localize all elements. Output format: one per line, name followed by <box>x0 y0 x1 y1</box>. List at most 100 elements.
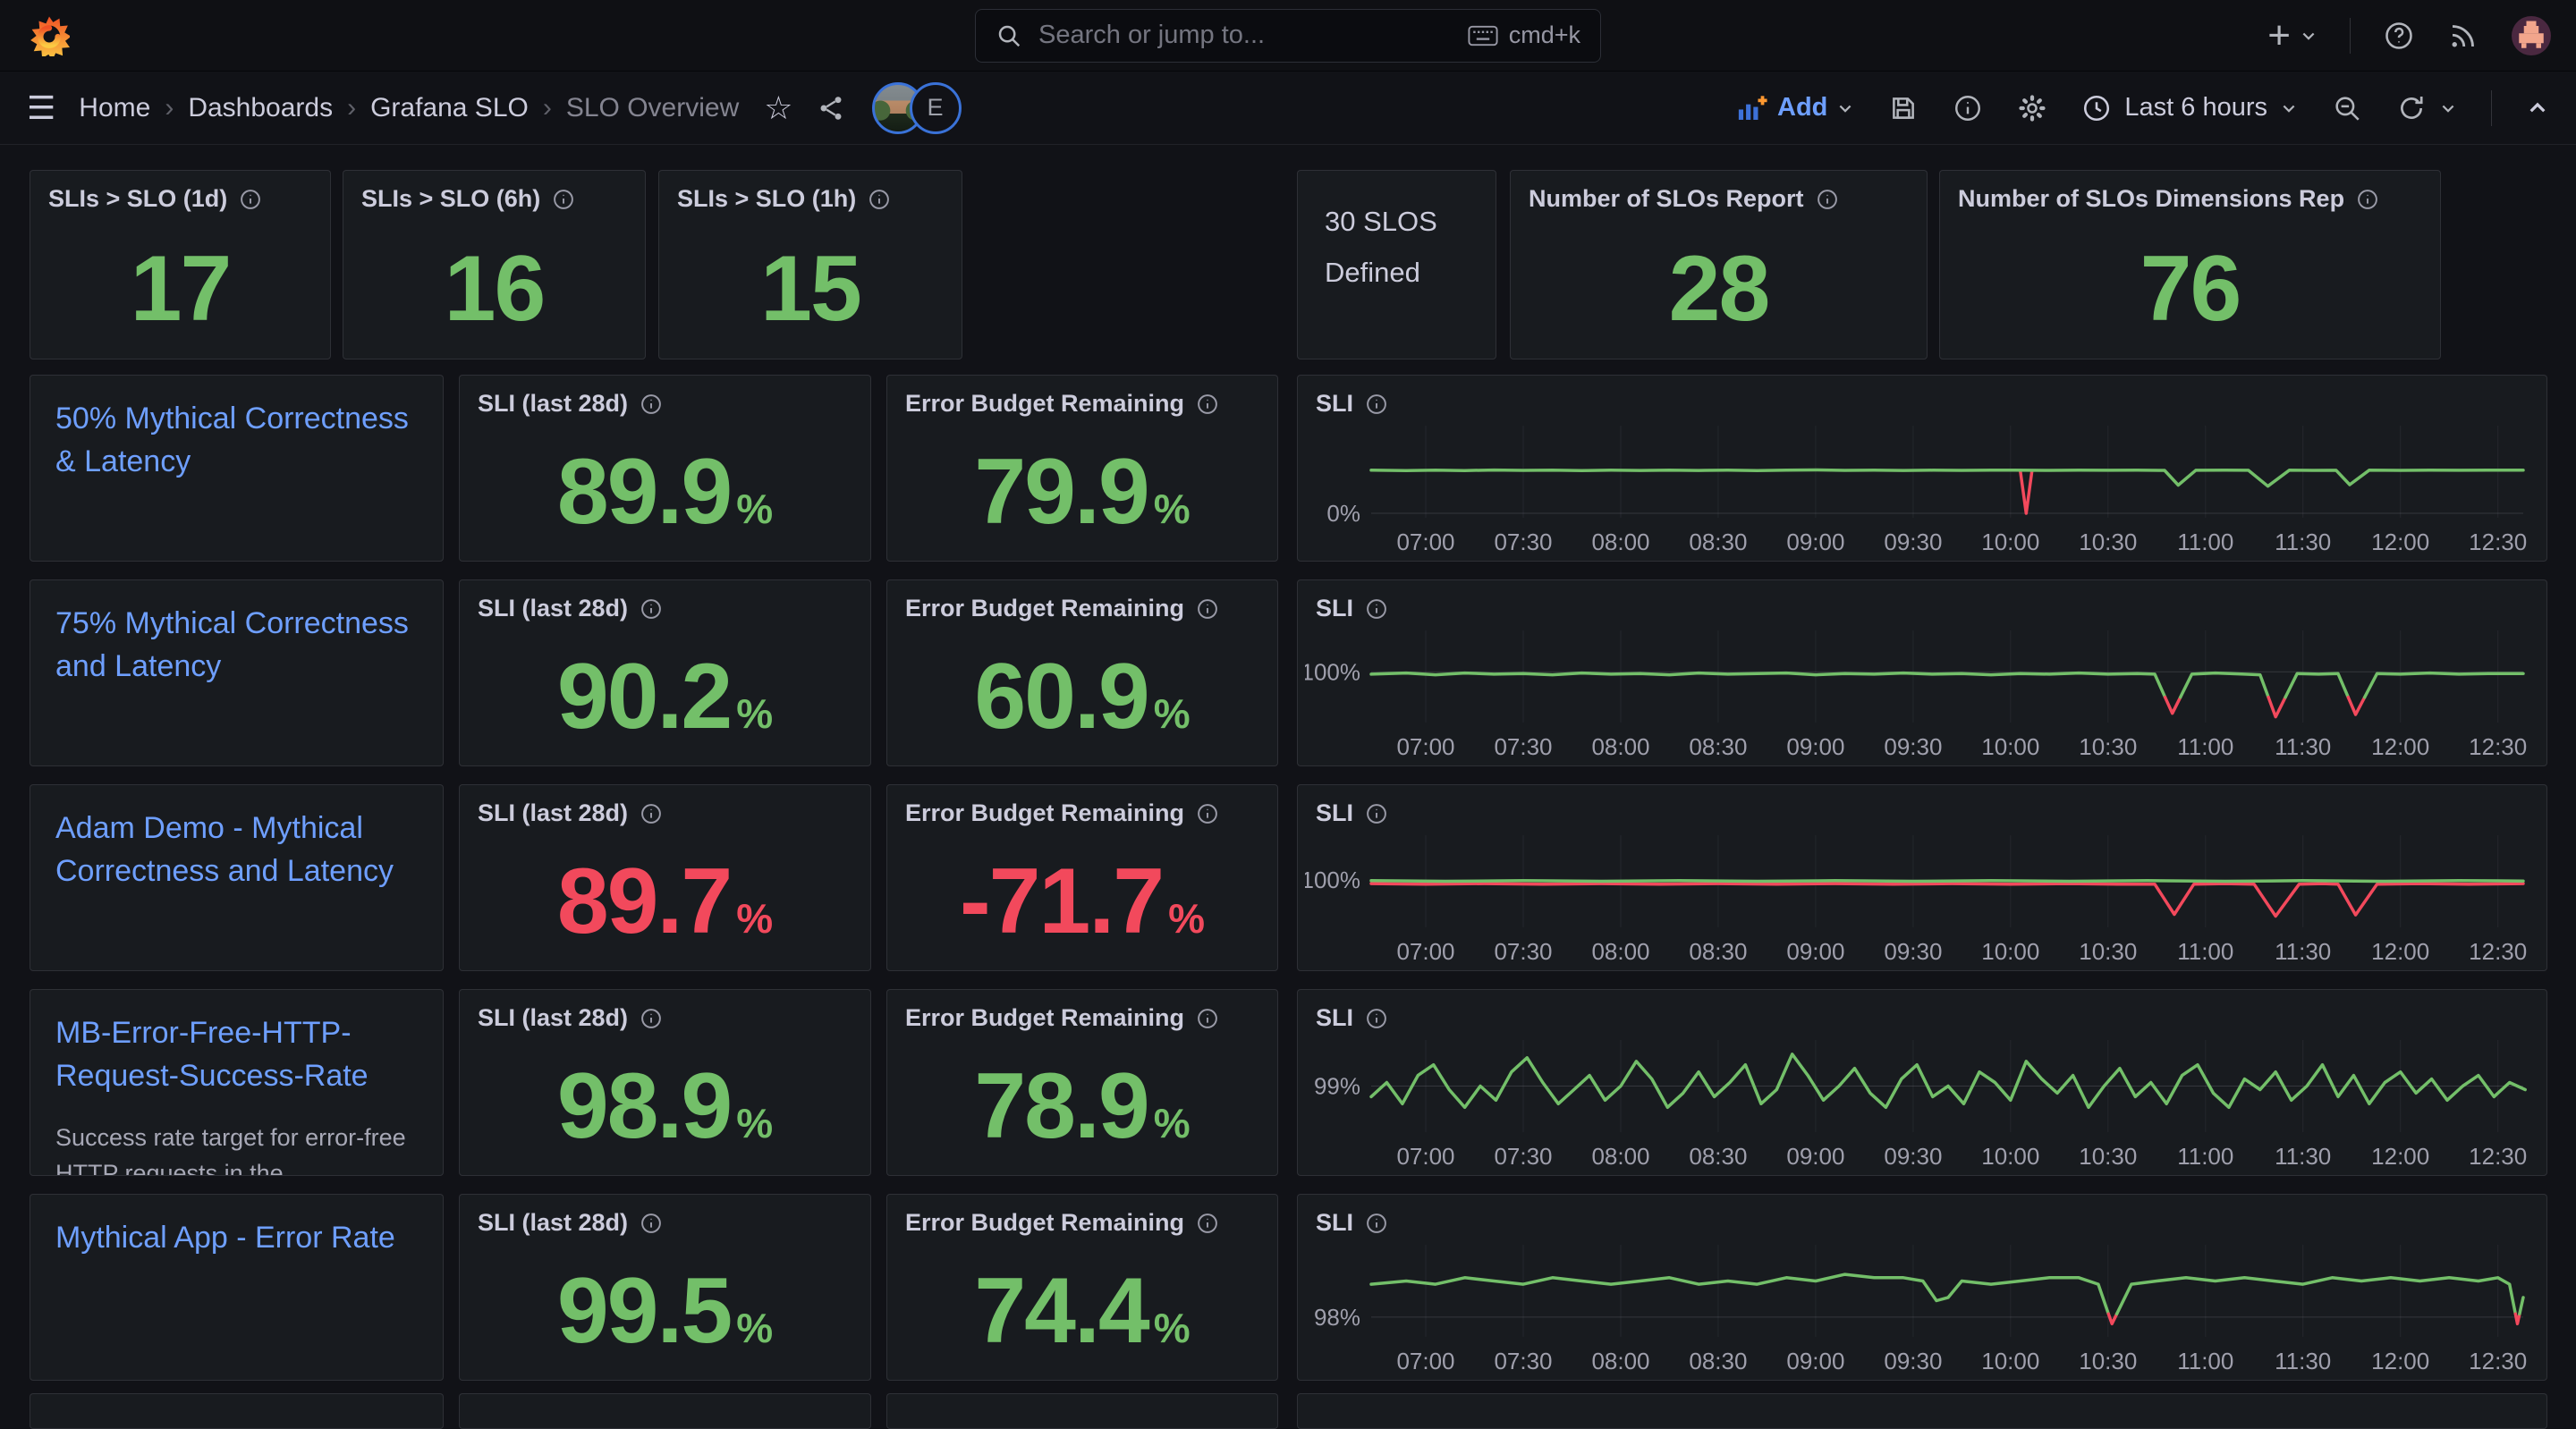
info-icon[interactable] <box>640 598 662 620</box>
sli-chart-panel: SLI 07:00 07:30 08:00 08:30 09:00 09:30 10:00 1… <box>1297 1194 2547 1381</box>
svg-text:12:00: 12:00 <box>2371 938 2429 965</box>
sli-last-28d-panel: SLI (last 28d) 99.5% <box>459 1194 871 1381</box>
svg-text:10:00: 10:00 <box>1981 733 2039 760</box>
slo-dashboard-link[interactable]: Mythical App - Error Rate <box>55 1221 395 1255</box>
info-icon[interactable] <box>640 393 662 415</box>
slo-row: 50% Mythical Correctness & Latency SLI (… <box>30 375 2547 562</box>
stat-value: 17 <box>130 236 233 341</box>
stat-panel: Number of SLOs Report 28 <box>1510 170 1928 359</box>
svg-text:12:00: 12:00 <box>2371 528 2429 555</box>
info-icon[interactable] <box>1197 598 1218 620</box>
panel-title: Error Budget Remaining <box>905 1209 1185 1236</box>
info-icon[interactable] <box>553 189 574 210</box>
svg-text:08:00: 08:00 <box>1591 1348 1649 1374</box>
panel-title: SLIs > SLO (6h) <box>361 185 541 212</box>
info-icon[interactable] <box>1197 1008 1218 1029</box>
svg-text:10:30: 10:30 <box>2079 1143 2137 1170</box>
info-icon[interactable] <box>1197 393 1218 415</box>
svg-text:07:30: 07:30 <box>1494 1348 1552 1374</box>
breadcrumb-item[interactable]: Grafana SLO <box>370 92 529 123</box>
timeseries-svg: 07:00 07:30 08:00 08:30 09:00 09:30 10:00 10:30… <box>1305 630 2527 760</box>
add-panel-button[interactable]: Add <box>1736 92 1854 124</box>
error-budget-panel: Error Budget Remaining 78.9% <box>886 989 1278 1176</box>
panel-title: SLI <box>1316 1209 1354 1236</box>
slo-row: 75% Mythical Correctness and Latency SLI… <box>30 579 2547 766</box>
viewer-avatar-badge[interactable]: E <box>909 81 962 134</box>
panel-title: Number of SLOs Report <box>1529 185 1804 212</box>
breadcrumb-item[interactable]: SLO Overview <box>565 92 740 123</box>
percent-unit: % <box>1153 1100 1191 1146</box>
search-input[interactable]: Search or jump to... cmd+k <box>975 8 1601 63</box>
clock-icon <box>2084 95 2110 121</box>
favorite-star-icon[interactable]: ☆ <box>764 89 793 126</box>
sli-timeseries-chart[interactable]: 07:00 07:30 08:00 08:30 09:00 09:30 10:00 10:30… <box>1305 824 2539 965</box>
sli-chart-panel: SLI 07:00 07:30 08:00 08:30 09:00 09:30 10:00 1… <box>1297 989 2547 1176</box>
info-icon[interactable] <box>1817 189 1838 210</box>
text-panel-content: 30 SLOS Defined <box>1325 206 1437 289</box>
svg-text:08:30: 08:30 <box>1689 1143 1747 1170</box>
info-icon[interactable] <box>1366 803 1387 824</box>
svg-text:09:00: 09:00 <box>1786 1348 1844 1374</box>
info-icon[interactable] <box>869 189 890 210</box>
panel-title: SLI (last 28d) <box>478 595 629 621</box>
info-icon[interactable] <box>240 189 261 210</box>
svg-text:12:30: 12:30 <box>2469 528 2527 555</box>
refresh-button[interactable] <box>2396 93 2457 123</box>
news-rss-button[interactable] <box>2447 20 2479 52</box>
pixel-robot-icon <box>2519 21 2544 48</box>
breadcrumb-item[interactable]: Dashboards <box>188 92 334 123</box>
grafana-logo[interactable] <box>29 15 70 56</box>
stat-value: 15 <box>760 236 862 341</box>
sli-timeseries-chart[interactable]: 07:00 07:30 08:00 08:30 09:00 09:30 10:00 10:30… <box>1305 1234 2539 1374</box>
svg-text:09:30: 09:30 <box>1884 938 1942 965</box>
info-icon[interactable] <box>1366 1008 1387 1029</box>
info-icon[interactable] <box>640 1008 662 1029</box>
help-button[interactable] <box>2383 20 2415 52</box>
menu-hamburger-icon[interactable]: ☰ <box>27 89 56 126</box>
error-budget-value: 60.9 <box>974 645 1149 748</box>
search-icon <box>996 22 1022 49</box>
info-icon[interactable] <box>1197 803 1218 824</box>
time-range-picker[interactable]: Last 6 hours <box>2081 93 2298 123</box>
slo-dashboard-link[interactable]: MB-Error-Free-HTTP-Request-Success-Rate <box>55 1016 369 1094</box>
info-icon[interactable] <box>1366 598 1387 620</box>
svg-text:07:30: 07:30 <box>1494 528 1552 555</box>
info-icon[interactable] <box>640 803 662 824</box>
search-shortcut: cmd+k <box>1468 21 1580 49</box>
svg-text:12:00: 12:00 <box>2371 733 2429 760</box>
sli-value: 89.9 <box>556 440 733 544</box>
svg-text:11:30: 11:30 <box>2275 733 2331 760</box>
slo-dashboard-link[interactable]: 50% Mythical Correctness & Latency <box>55 402 409 479</box>
sli-timeseries-chart[interactable]: 07:00 07:30 08:00 08:30 09:00 09:30 10:00 10:30… <box>1305 1029 2539 1170</box>
slo-dashboard-link[interactable]: 75% Mythical Correctness and Latency <box>55 606 409 684</box>
info-icon[interactable] <box>2357 189 2378 210</box>
svg-text:12:00: 12:00 <box>2371 1143 2429 1170</box>
share-icon[interactable] <box>817 94 845 123</box>
settings-gear-icon[interactable] <box>2017 93 2047 123</box>
sli-timeseries-chart[interactable]: 07:00 07:30 08:00 08:30 09:00 09:30 10:00 10:30… <box>1305 620 2539 760</box>
breadcrumb-item[interactable]: Home <box>79 92 151 123</box>
slo-dashboard-link[interactable]: Adam Demo - Mythical Correctness and Lat… <box>55 811 394 889</box>
search-placeholder: Search or jump to... <box>1038 21 1266 49</box>
breadcrumb-separator: › <box>542 92 552 123</box>
panel-title: Error Budget Remaining <box>905 799 1185 826</box>
sli-timeseries-chart[interactable]: 07:00 07:30 08:00 08:30 09:00 09:30 10:00 10:30… <box>1305 415 2539 555</box>
info-icon[interactable] <box>1366 1213 1387 1234</box>
svg-text:0%: 0% <box>1326 500 1360 527</box>
timeseries-svg: 07:00 07:30 08:00 08:30 09:00 09:30 10:00 10:30… <box>1305 835 2527 965</box>
divider <box>2491 89 2492 126</box>
new-button[interactable]: + <box>2267 15 2318 55</box>
info-icon[interactable] <box>640 1213 662 1234</box>
info-icon[interactable] <box>1197 1213 1218 1234</box>
chevron-down-icon <box>2302 32 2315 40</box>
next-row-panel <box>459 1393 871 1429</box>
dashboard-info-icon[interactable] <box>1953 93 1983 123</box>
svg-text:10:30: 10:30 <box>2079 528 2137 555</box>
save-dashboard-button[interactable] <box>1888 93 1919 123</box>
collapse-chevron-up-icon[interactable] <box>2526 97 2549 120</box>
info-icon[interactable] <box>1366 393 1387 415</box>
profile-avatar[interactable] <box>2512 15 2551 55</box>
panel-title: SLIs > SLO (1h) <box>677 185 857 212</box>
time-range-label: Last 6 hours <box>2124 93 2267 122</box>
zoom-out-button[interactable] <box>2332 93 2362 123</box>
